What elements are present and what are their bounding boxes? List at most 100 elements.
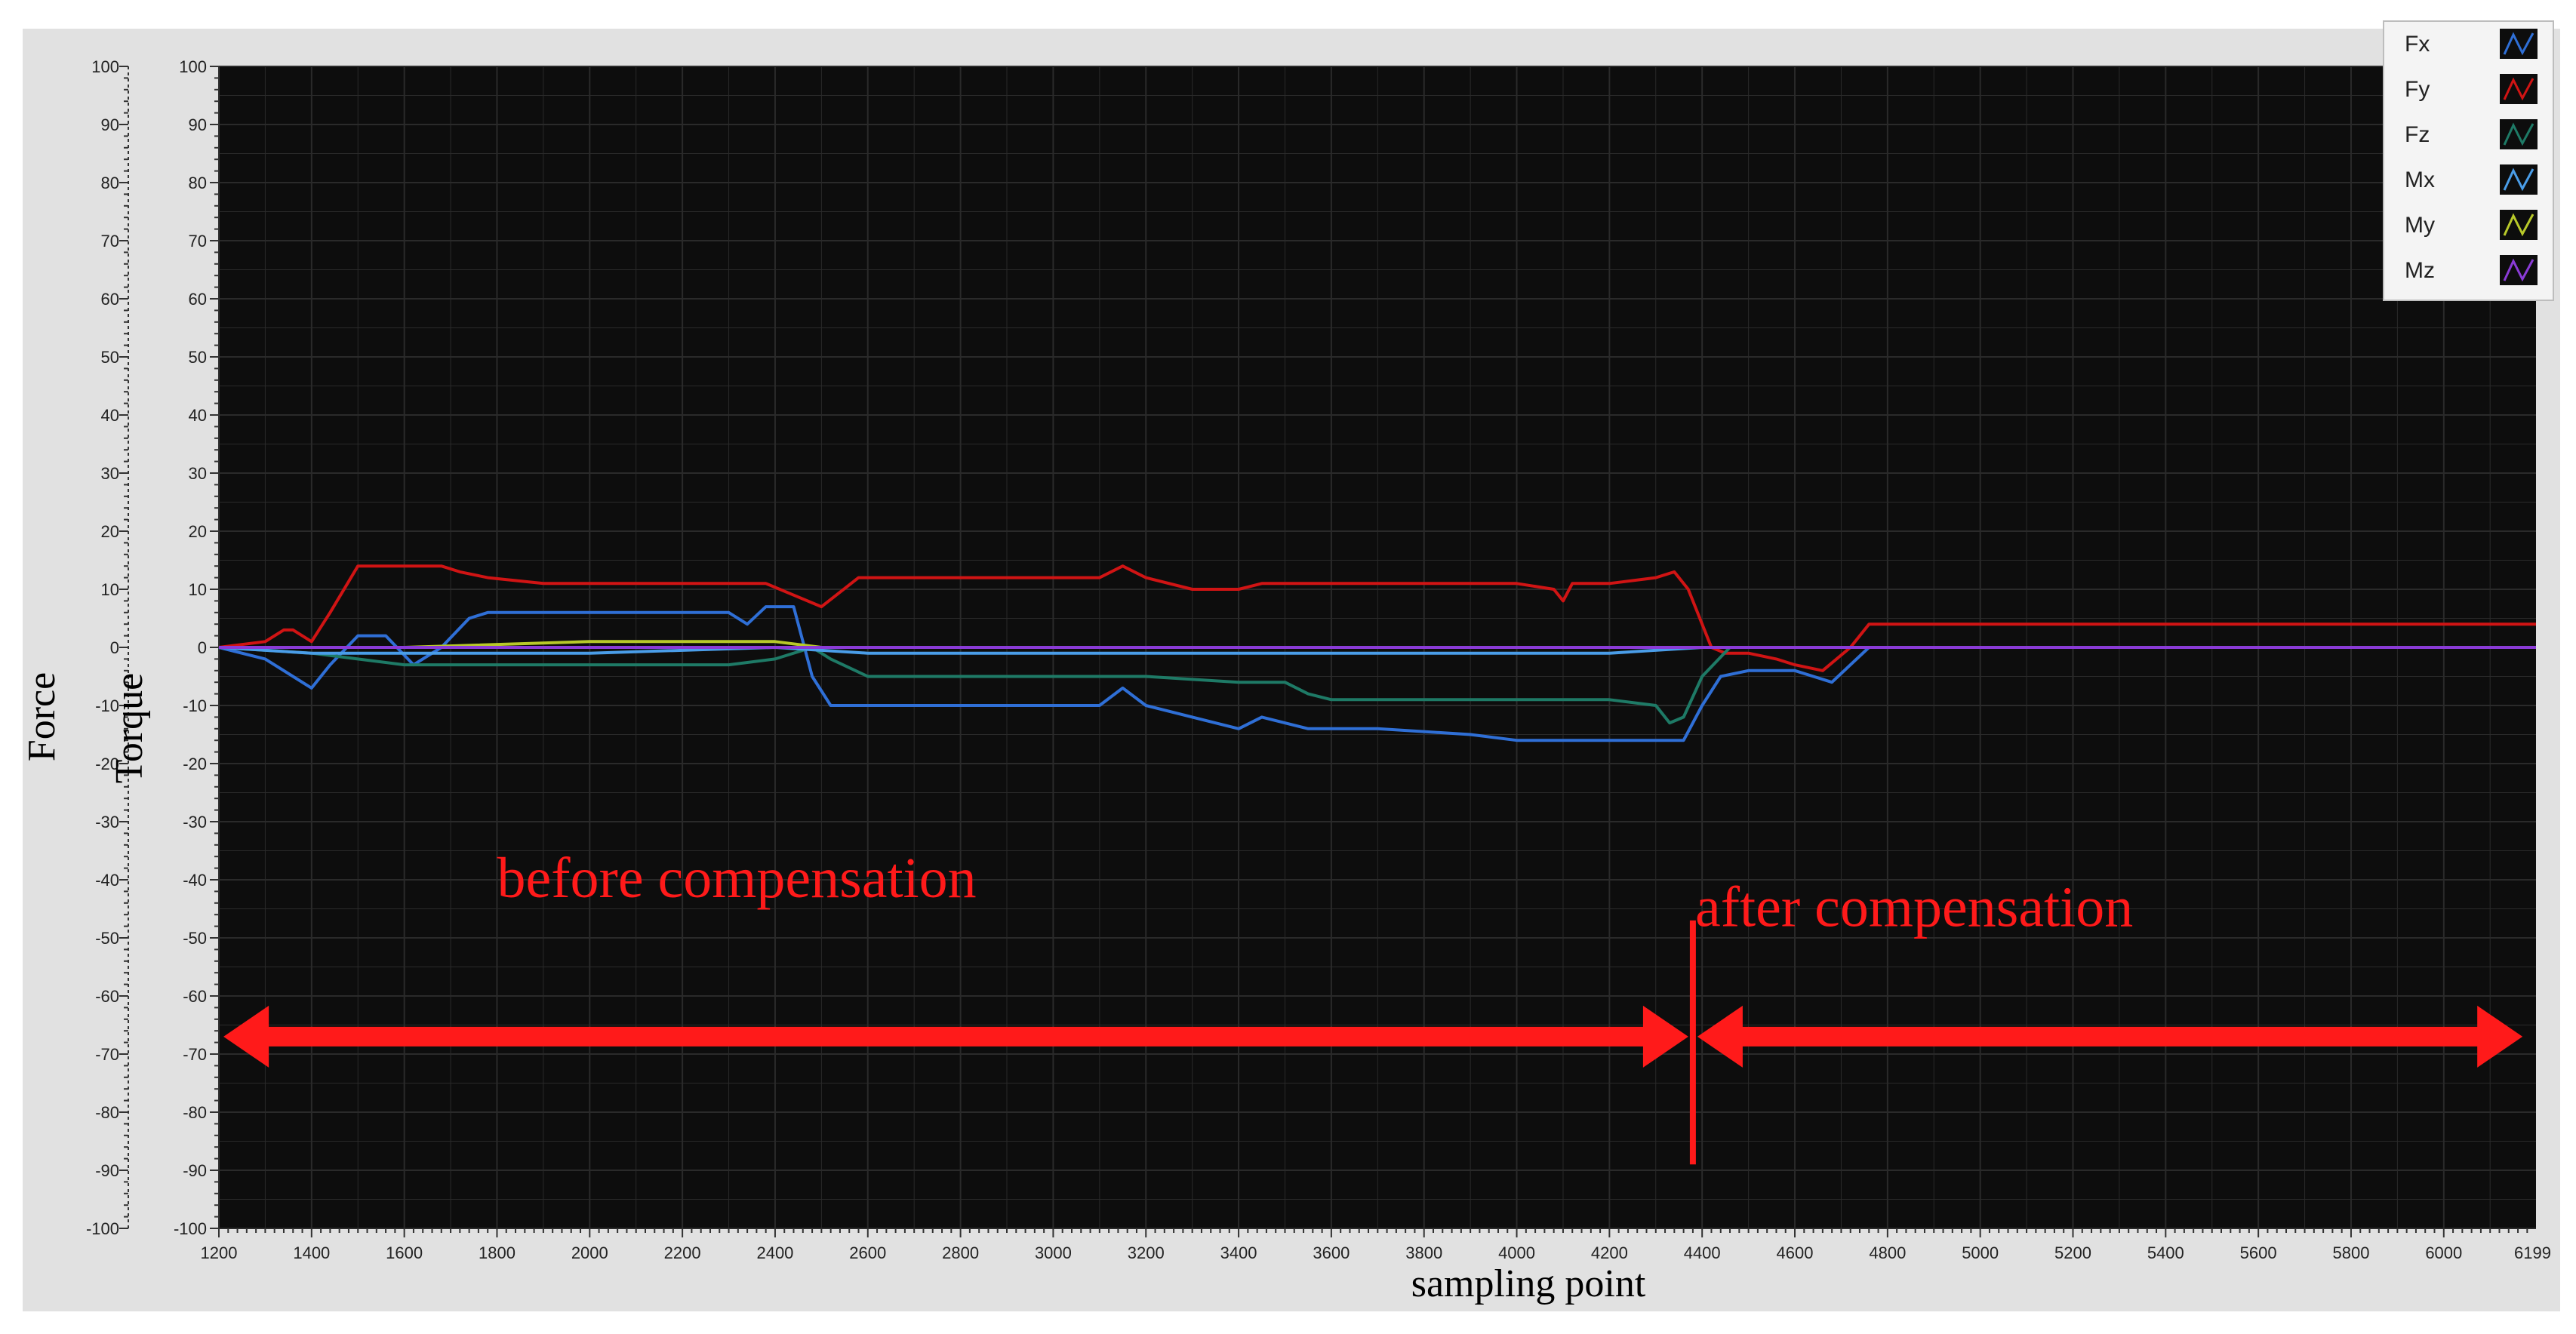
series-line-fx (218, 605, 2536, 742)
x-tick-label: 5800 (2332, 1243, 2369, 1262)
legend-swatch-fx (2503, 32, 2534, 56)
legend-label-fx: Fx (2405, 32, 2430, 57)
torque-axis-ticks (210, 66, 220, 1229)
y-tick-label: 100 (179, 57, 207, 76)
y-tick-label: -20 (95, 755, 119, 773)
y-tick-label: -60 (95, 987, 119, 1006)
y-tick-label: -100 (86, 1219, 119, 1238)
x-tick-label: 1600 (386, 1243, 423, 1262)
x-tick-label: 5000 (1962, 1243, 1999, 1262)
arrow-before (223, 1005, 1688, 1068)
y-tick-label: 50 (101, 348, 119, 367)
arrow-after (1697, 1005, 2523, 1068)
x-tick-label: 5400 (2147, 1243, 2184, 1262)
y-tick-label: -60 (183, 987, 207, 1006)
x-tick-label: 4600 (1777, 1243, 1814, 1262)
legend-box (2383, 20, 2554, 301)
y-tick-label: 80 (101, 174, 119, 192)
y-tick-label: 80 (189, 174, 207, 192)
torque-axis-title: Torque (108, 673, 151, 784)
x-tick-label: 1800 (479, 1243, 516, 1262)
y-tick-label: 40 (189, 406, 207, 425)
x-tick-label: 4200 (1591, 1243, 1628, 1262)
x-tick-label: 2000 (571, 1243, 608, 1262)
y-tick-label: 70 (101, 232, 119, 251)
y-tick-label: 0 (110, 638, 119, 657)
x-tick-label: 2400 (756, 1243, 793, 1262)
x-tick-label: 5200 (2054, 1243, 2091, 1262)
x-tick-label: 3400 (1220, 1243, 1257, 1262)
legend-label-mx: Mx (2405, 168, 2435, 192)
y-tick-label: 100 (91, 57, 119, 76)
y-tick-label: 60 (101, 290, 119, 309)
annotation-before: before compensation (497, 847, 976, 910)
y-tick-label: 70 (189, 232, 207, 251)
y-tick-label: -50 (95, 929, 119, 948)
legend-swatch-fy (2503, 77, 2534, 101)
x-tick-label: 3000 (1035, 1243, 1072, 1262)
y-tick-label: 30 (101, 464, 119, 483)
x-tick-label: 4400 (1684, 1243, 1721, 1262)
legend-swatch-my (2503, 213, 2534, 237)
x-tick-label: 2600 (849, 1243, 886, 1262)
y-tick-label: 10 (101, 580, 119, 599)
y-tick-label: -70 (95, 1045, 119, 1064)
x-axis-title: sampling point (1411, 1262, 1646, 1305)
x-tick-label: 3800 (1405, 1243, 1442, 1262)
y-tick-label: 10 (189, 580, 207, 599)
legend: Fx Fy Fz Mx My Mz (2383, 20, 2554, 301)
x-tick-label: 1200 (201, 1243, 238, 1262)
x-tick-label: 6000 (2425, 1243, 2462, 1262)
y-tick-label: -70 (183, 1045, 207, 1064)
force-axis-ticks (119, 66, 129, 1229)
y-tick-label: -10 (95, 696, 119, 715)
y-tick-label: 90 (189, 115, 207, 134)
y-tick-label: 20 (189, 522, 207, 541)
x-tick-label: 2200 (664, 1243, 701, 1262)
annotation-after: after compensation (1695, 876, 2133, 939)
x-tick-label: 3600 (1313, 1243, 1350, 1262)
x-tick-labels: 1200 1400 1600 1800 2000 2200 2400 2600 2800 3000… (201, 1243, 2551, 1262)
y-tick-label: 30 (189, 464, 207, 483)
y-tick-label: -10 (183, 696, 207, 715)
y-tick-label: -80 (95, 1103, 119, 1122)
x-tick-label: 5600 (2240, 1243, 2277, 1262)
legend-label-mz: Mz (2405, 258, 2435, 283)
series-lines (218, 564, 2536, 742)
x-tick-label: 6199 (2514, 1243, 2551, 1262)
y-tick-label: -40 (183, 871, 207, 890)
force-tick-labels: -100-90-80-70-60-50-40-30-20-10010203040… (86, 57, 119, 1238)
x-tick-label: 1400 (293, 1243, 330, 1262)
legend-label-fy: Fy (2405, 77, 2430, 102)
y-tick-label: -80 (183, 1103, 207, 1122)
y-tick-label: -100 (174, 1219, 207, 1238)
y-tick-label: -20 (183, 755, 207, 773)
x-tick-label: 4000 (1498, 1243, 1535, 1262)
y-tick-label: 0 (198, 638, 207, 657)
y-tick-label: 40 (101, 406, 119, 425)
legend-label-fz: Fz (2405, 122, 2430, 147)
series-line-fy (218, 564, 2536, 672)
torque-tick-labels: -100-90-80-70-60-50-40-30-20-10010203040… (174, 57, 207, 1238)
y-tick-label: -90 (95, 1161, 119, 1180)
x-axis-ticks (218, 1228, 2528, 1237)
force-axis-title: Force (20, 672, 63, 761)
y-tick-label: -30 (95, 813, 119, 831)
legend-swatch-fz (2503, 122, 2534, 146)
legend-swatch-mx (2503, 168, 2534, 192)
x-tick-label: 2800 (942, 1243, 979, 1262)
y-tick-label: 20 (101, 522, 119, 541)
y-tick-label: -30 (183, 813, 207, 831)
annotations: before compensation after compensation (223, 847, 2523, 1165)
y-tick-label: -90 (183, 1161, 207, 1180)
legend-swatch-mz (2503, 258, 2534, 282)
x-tick-label: 4800 (1869, 1243, 1906, 1262)
x-tick-label: 3200 (1128, 1243, 1165, 1262)
y-tick-label: 50 (189, 348, 207, 367)
y-tick-label: 60 (189, 290, 207, 309)
y-tick-label: -50 (183, 929, 207, 948)
legend-label-my: My (2405, 213, 2435, 238)
y-tick-label: -40 (95, 871, 119, 890)
y-tick-label: 90 (101, 115, 119, 134)
